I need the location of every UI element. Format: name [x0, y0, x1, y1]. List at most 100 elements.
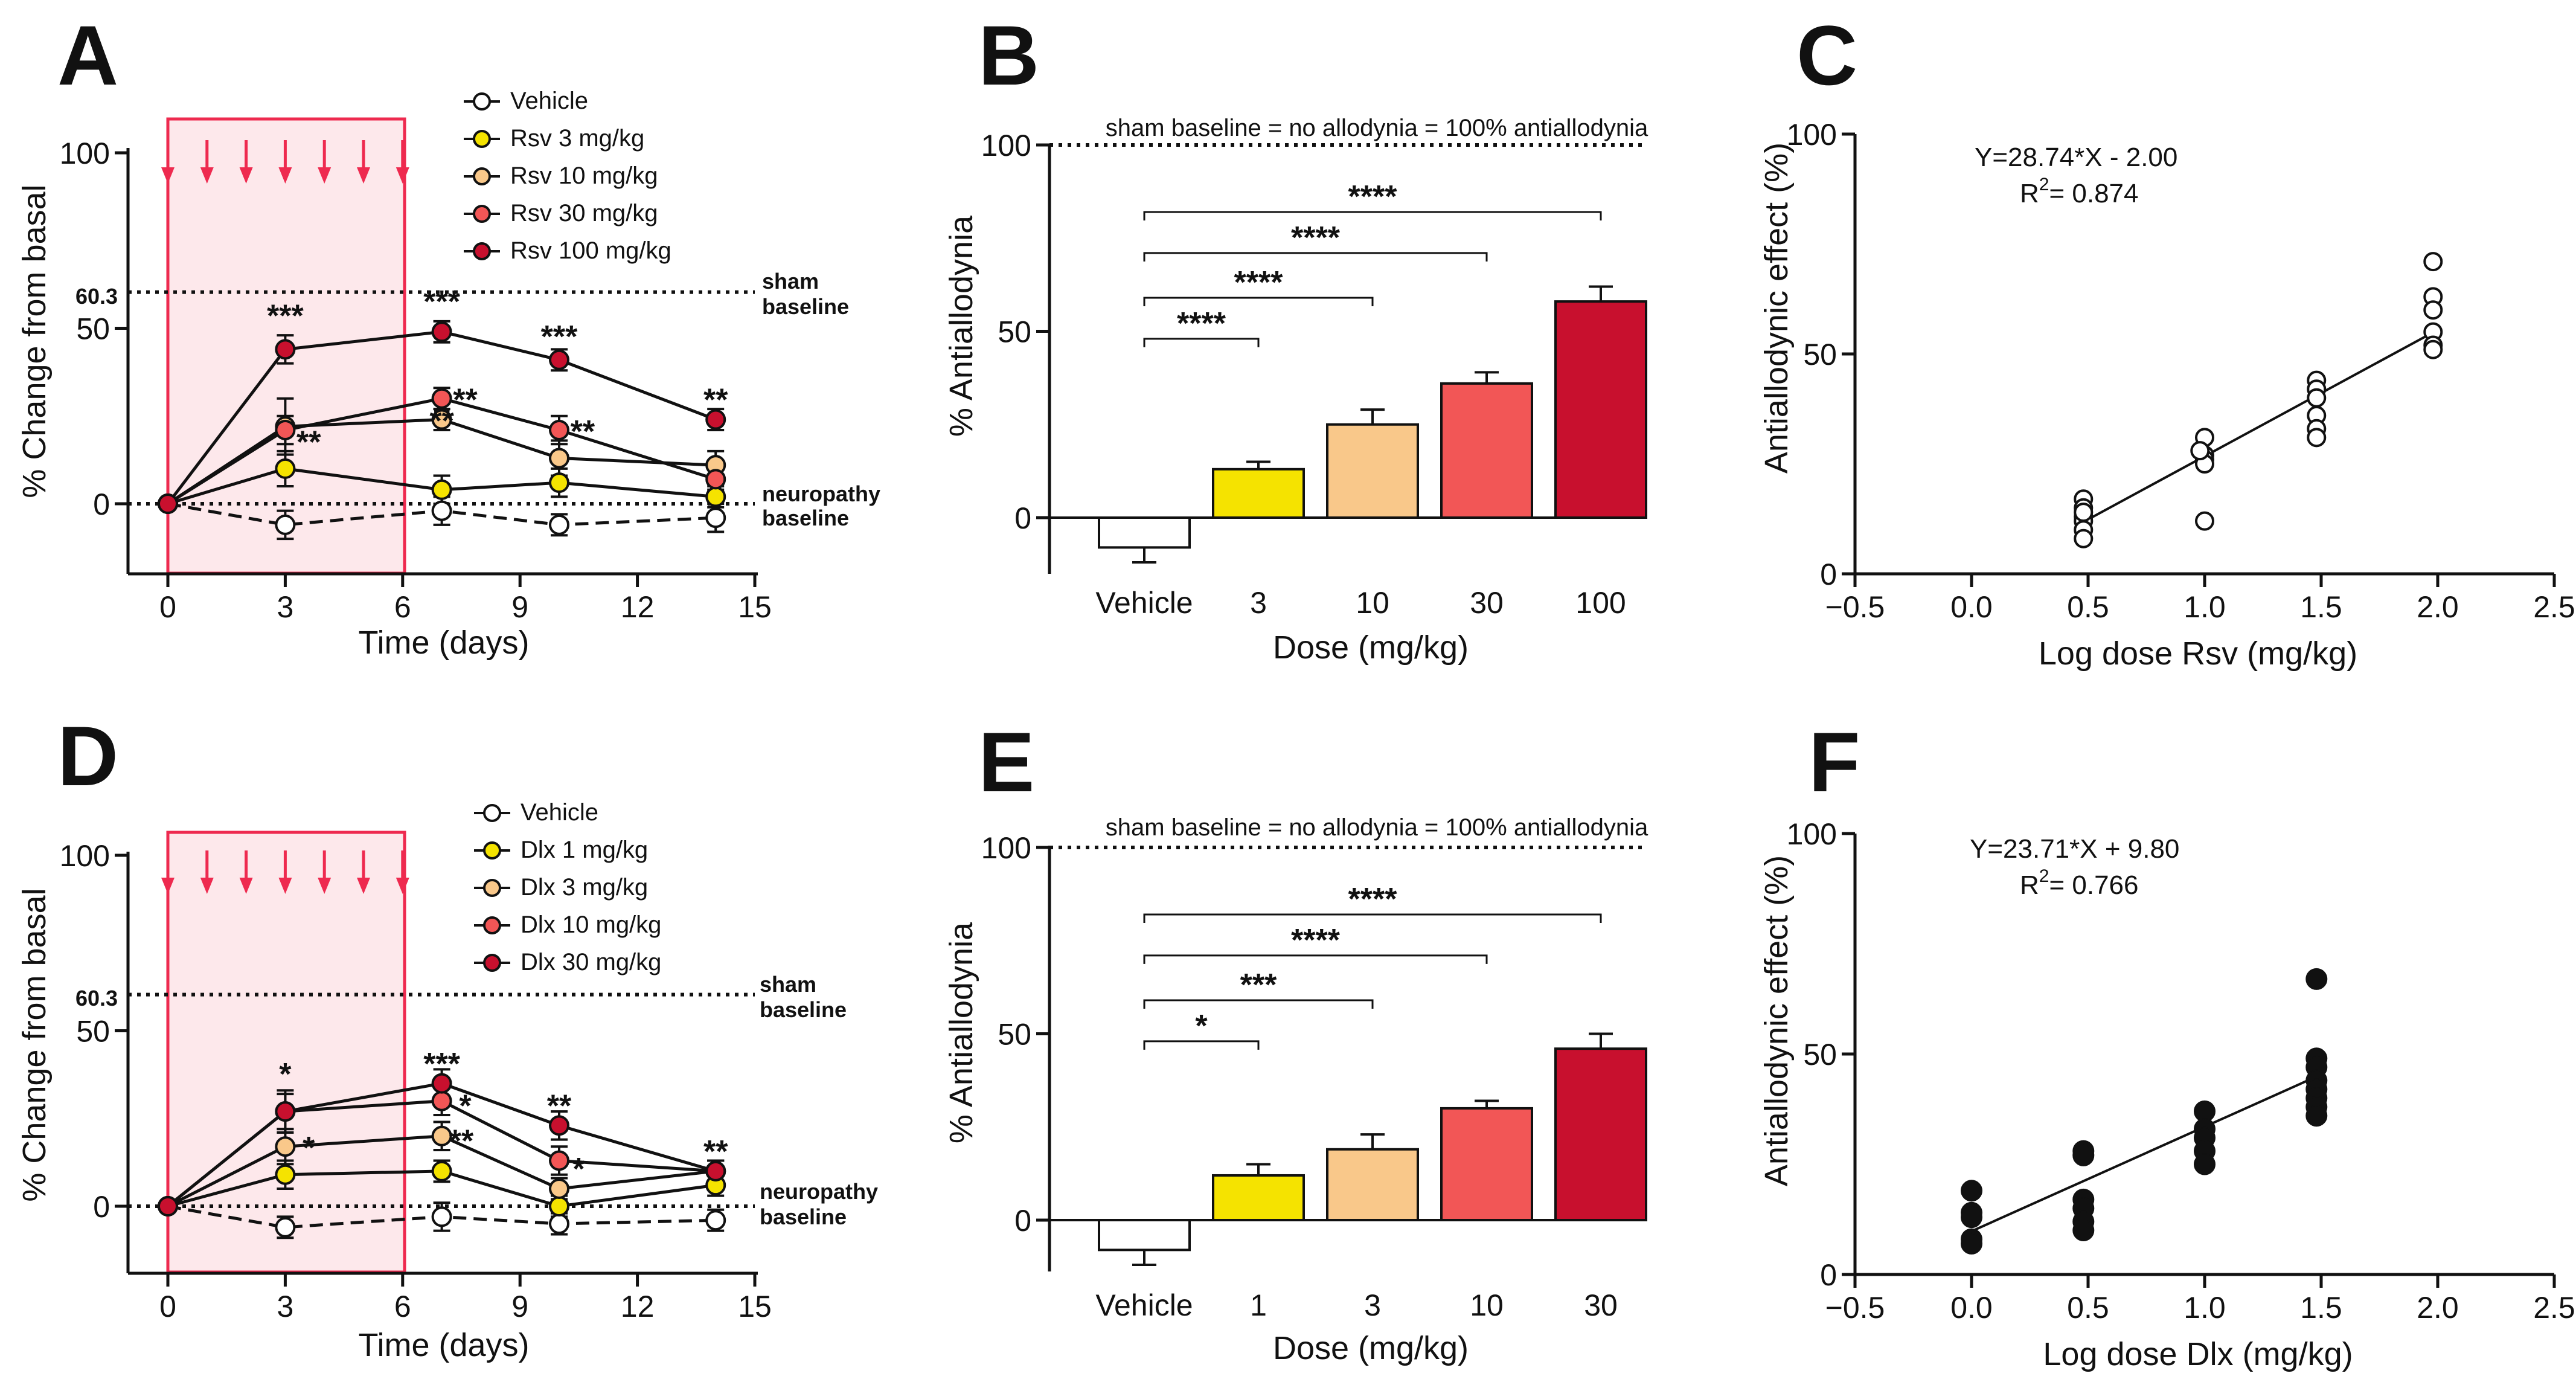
y-axis-label: % Antiallodynia	[943, 922, 979, 1143]
panel-letter-c: C	[1796, 8, 1857, 103]
data-point	[275, 419, 296, 440]
legend-marker	[483, 804, 501, 822]
bar	[1326, 1148, 1419, 1222]
sham-value-label: 60.3	[75, 986, 118, 1011]
data-point	[2305, 1105, 2328, 1127]
significance-bracket	[1143, 1040, 1260, 1050]
significance-bracket	[1143, 954, 1488, 964]
significance-stars: **	[547, 1089, 572, 1124]
y-axis-label: Antiallodynic effect (%)	[1758, 143, 1795, 474]
dosing-arrow-head	[239, 167, 253, 184]
panel-letter-a: A	[57, 8, 118, 103]
dosing-arrow-head	[396, 878, 409, 894]
legend-marker	[483, 841, 501, 860]
bar	[1098, 516, 1191, 549]
legend-entry-dlx-30: Dlx 30 mg/kg	[521, 949, 661, 975]
data-point	[705, 486, 726, 507]
data-point	[549, 1115, 569, 1136]
x-tick-label: 6	[394, 1290, 411, 1323]
bar	[1212, 468, 1305, 519]
data-point	[549, 514, 569, 535]
significance-stars: **	[429, 404, 454, 439]
y-tick-label: 0	[1820, 558, 1837, 591]
x-tick-label: 1.0	[2184, 590, 2226, 624]
dosing-arrow-head	[200, 167, 214, 184]
significance-stars: **	[449, 1124, 474, 1159]
y-axis-label: Antiallodynic effect (%)	[1758, 855, 1795, 1186]
data-point	[2305, 968, 2328, 990]
y-tick-label: 50	[76, 312, 110, 346]
significance-stars: **	[453, 383, 478, 418]
bar	[1440, 1107, 1533, 1222]
y-tick-label: 100	[1787, 817, 1837, 851]
x-tick-label: 30	[1584, 1288, 1618, 1322]
x-tick-label: 0.5	[2067, 1291, 2109, 1325]
legend-entry-vehicle: Vehicle	[510, 88, 588, 114]
y-tick-label: 0	[1014, 1204, 1031, 1238]
data-point	[431, 1090, 452, 1111]
x-tick-label: −0.5	[1825, 1291, 1885, 1325]
r2-value: = 0.766	[2049, 870, 2138, 900]
significance-bracket	[1143, 913, 1602, 924]
x-tick-label: 1.5	[2300, 590, 2342, 624]
x-tick-label: 1.0	[2184, 1291, 2226, 1325]
legend-d: Vehicle Dlx 1 mg/kg Dlx 3 mg/kg Dlx 10 m…	[521, 799, 661, 975]
data-point	[549, 1178, 569, 1199]
data-point	[275, 458, 296, 479]
x-axis-label: Dose (mg/kg)	[1273, 629, 1469, 666]
r-squared: R2= 0.766	[2020, 866, 2139, 900]
data-point	[549, 448, 569, 469]
data-point	[431, 1073, 452, 1094]
x-tick-label: 30	[1470, 586, 1504, 620]
r2-value: = 0.874	[2049, 179, 2138, 208]
x-tick-label: 2.0	[2417, 590, 2459, 624]
y-tick-label: 50	[1803, 338, 1837, 371]
dosing-arrow-head	[278, 878, 292, 894]
bar	[1554, 1047, 1647, 1222]
data-point	[431, 1125, 452, 1146]
x-tick-label: 12	[621, 590, 655, 624]
sham-note: sham baseline = no allodynia = 100% anti…	[1106, 814, 1648, 841]
x-tick-label: 15	[738, 590, 772, 624]
data-point	[705, 507, 726, 529]
data-point	[431, 479, 452, 500]
sham-label: sham	[760, 972, 816, 997]
panel-letter-d: D	[57, 709, 118, 803]
y-tick-label: 50	[998, 1018, 1031, 1052]
y-tick-label: 0	[93, 1190, 110, 1224]
x-tick-label: 12	[621, 1290, 655, 1323]
x-tick-label: 0	[159, 1290, 176, 1323]
data-point	[275, 1164, 296, 1185]
data-point	[2074, 529, 2094, 548]
dosing-period-box	[166, 831, 406, 1274]
significance-stars: *	[303, 1131, 315, 1166]
y-tick-label: 100	[981, 129, 1031, 162]
x-axis-label: Log dose Rsv (mg/kg)	[2039, 635, 2357, 672]
significance-bracket	[1143, 211, 1602, 221]
y-tick-label: 50	[1803, 1038, 1837, 1072]
x-tick-label: 2.0	[2417, 1291, 2459, 1325]
legend-entry-dlx-3: Dlx 3 mg/kg	[521, 874, 648, 901]
x-tick-label: 10	[1470, 1288, 1504, 1322]
x-tick-label: 3	[277, 590, 293, 624]
data-point	[549, 1150, 569, 1171]
bar	[1212, 1174, 1305, 1221]
significance-stars: ***	[541, 320, 578, 355]
significance-stars: ***	[1240, 968, 1277, 1003]
data-point	[2190, 441, 2210, 461]
legend-marker	[483, 916, 501, 934]
sham-label: sham	[762, 269, 819, 294]
panel-letter-e: E	[978, 715, 1034, 809]
x-tick-label: 0	[159, 590, 176, 624]
legend-marker	[473, 205, 491, 223]
dosing-arrow-head	[161, 878, 175, 894]
sham-baseline-label: baseline	[760, 997, 847, 1022]
bar	[1326, 423, 1419, 519]
neuropathy-baseline-label: baseline	[760, 1204, 847, 1229]
significance-stars: ****	[1291, 220, 1341, 256]
y-tick-label: 100	[60, 839, 110, 873]
data-point	[1961, 1206, 1982, 1229]
significance-stars: ****	[1234, 265, 1284, 300]
r2-superscript: 2	[2039, 866, 2049, 886]
